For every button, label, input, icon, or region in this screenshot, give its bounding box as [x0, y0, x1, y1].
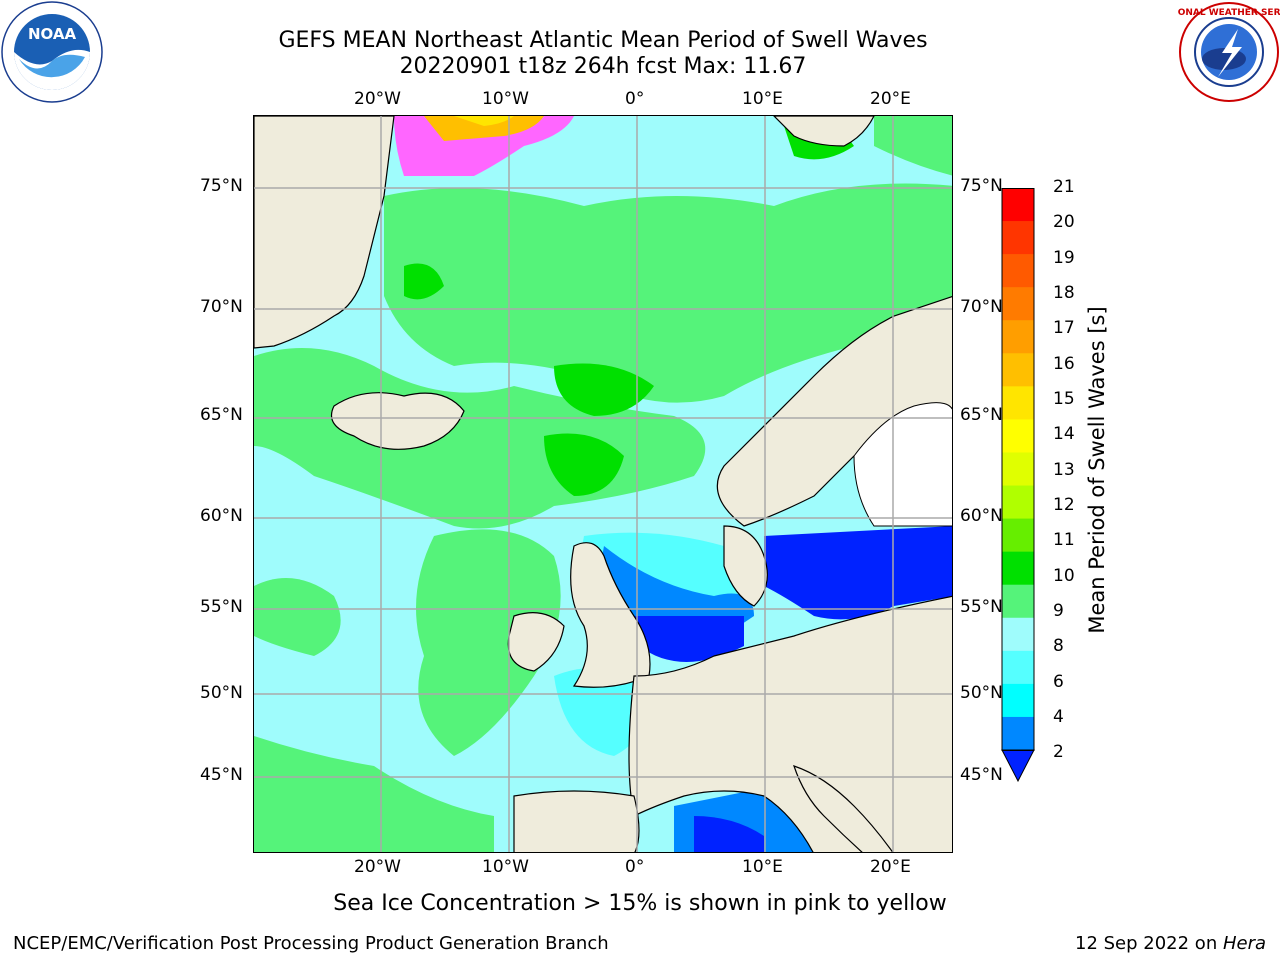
- credit-text: NCEP/EMC/Verification Post Processing Pr…: [13, 933, 609, 954]
- lon-tick-top-4: 20°E: [870, 89, 911, 109]
- lon-tick-bottom-4: 20°E: [870, 857, 911, 877]
- colorbar-tick-label: 10: [1053, 565, 1075, 586]
- colorbar-extend-triangle: [1001, 749, 1035, 783]
- colorbar-band: [1002, 683, 1034, 718]
- colorbar-tick-label: 14: [1053, 424, 1075, 445]
- colorbar-band: [1002, 551, 1034, 586]
- colorbar-band: [1002, 650, 1034, 685]
- colorbar-tick-label: 13: [1053, 459, 1075, 480]
- lat-tick-right-3: 60°N: [960, 506, 1003, 526]
- colorbar-tick-label: 8: [1053, 636, 1064, 657]
- host-name: Hera: [1222, 933, 1266, 954]
- colorbar-band: [1002, 617, 1034, 652]
- lat-tick-right-6: 45°N: [960, 765, 1003, 785]
- lon-tick-bottom-0: 20°W: [354, 857, 401, 877]
- run-date: 12 Sep 2022 on Hera: [1075, 933, 1266, 954]
- colorbar-tick-label: 15: [1053, 389, 1075, 410]
- colorbar-tick-label: 16: [1053, 353, 1075, 374]
- run-date-text: 12 Sep 2022 on: [1075, 933, 1223, 954]
- swell-period-map: [253, 115, 953, 853]
- colorbar: [1001, 188, 1035, 783]
- lat-tick-left-6: 45°N: [200, 765, 243, 785]
- colorbar-band: [1002, 188, 1034, 222]
- colorbar-band: [1002, 386, 1034, 420]
- colorbar-tick-label: 9: [1053, 601, 1064, 622]
- lat-tick-right-5: 50°N: [960, 683, 1003, 703]
- colorbar-tick-label: 11: [1053, 530, 1075, 551]
- colorbar-tick-label: 4: [1053, 707, 1064, 728]
- colorbar-title: Mean Period of Swell Waves [s]: [1085, 306, 1109, 634]
- lat-tick-left-3: 60°N: [200, 506, 243, 526]
- lat-tick-left-0: 75°N: [200, 176, 243, 196]
- colorbar-tick-label: 18: [1053, 283, 1075, 303]
- colorbar-tick-label: 17: [1053, 318, 1075, 339]
- lon-tick-bottom-3: 10°E: [742, 857, 783, 877]
- colorbar-band: [1002, 419, 1034, 453]
- lon-tick-top-1: 10°W: [482, 89, 529, 109]
- colorbar-band: [1002, 518, 1034, 553]
- colorbar-band: [1002, 287, 1034, 321]
- colorbar-tick-label: 6: [1053, 671, 1064, 692]
- lat-tick-right-2: 65°N: [960, 405, 1003, 425]
- colorbar-band: [1002, 452, 1034, 487]
- colorbar-band: [1002, 584, 1034, 619]
- colorbar-tick-label: 19: [1053, 247, 1075, 268]
- colorbar-outline: [1001, 188, 1035, 751]
- colorbar-tick-label: 21: [1053, 177, 1075, 197]
- colorbar-band: [1002, 221, 1034, 255]
- lat-tick-right-4: 55°N: [960, 597, 1003, 617]
- lat-tick-left-1: 70°N: [200, 297, 243, 317]
- colorbar-tick-label: 12: [1053, 495, 1075, 516]
- colorbar-band: [1002, 320, 1034, 354]
- lon-tick-top-3: 10°E: [742, 89, 783, 109]
- lon-tick-bottom-1: 10°W: [482, 857, 529, 877]
- chart-subtitle: 20220901 t18z 264h fcst Max: 11.67: [399, 54, 807, 79]
- lat-tick-left-4: 55°N: [200, 597, 243, 617]
- lat-tick-left-2: 65°N: [200, 405, 243, 425]
- colorbar-band: [1002, 254, 1034, 288]
- colorbar-tick-label: 2: [1053, 742, 1064, 763]
- svg-text:NATIONAL WEATHER SERVICE: NATIONAL WEATHER SERVICE: [1178, 8, 1280, 18]
- lon-tick-top-0: 20°W: [354, 89, 401, 109]
- colorbar-tick-label: 20: [1053, 212, 1075, 233]
- colorbar-band: [1002, 353, 1034, 387]
- lon-tick-top-2: 0°: [625, 89, 645, 109]
- colorbar-band: [1002, 485, 1034, 520]
- nws-logo-icon: NATIONAL WEATHER SERVICE: [1154, 1, 1280, 103]
- lat-tick-right-0: 75°N: [960, 176, 1003, 196]
- lat-tick-right-1: 70°N: [960, 297, 1003, 317]
- sea-ice-note: Sea Ice Concentration > 15% is shown in …: [333, 891, 947, 916]
- noaa-logo-icon: NOAA: [1, 1, 103, 103]
- lat-tick-left-5: 50°N: [200, 683, 243, 703]
- chart-title: GEFS MEAN Northeast Atlantic Mean Period…: [278, 28, 928, 53]
- lon-tick-bottom-2: 0°: [625, 857, 645, 877]
- colorbar-band: [1002, 716, 1034, 751]
- svg-text:NOAA: NOAA: [28, 25, 77, 43]
